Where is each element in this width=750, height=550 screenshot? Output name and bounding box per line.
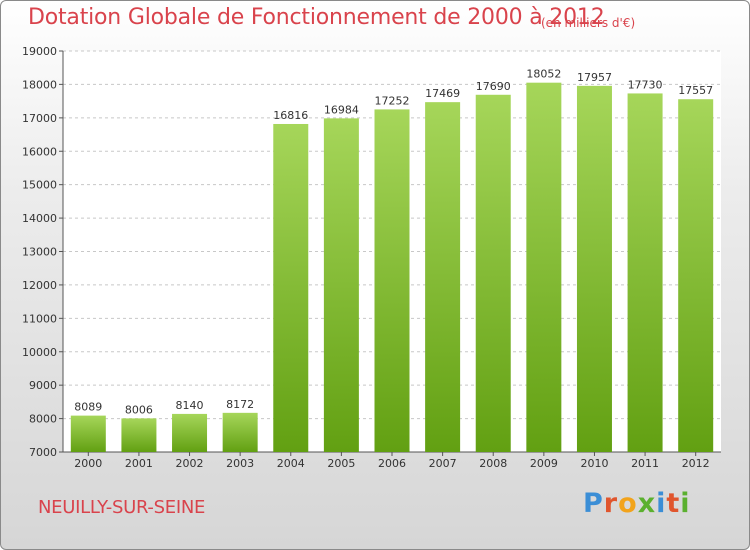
logo-letter: t xyxy=(666,488,681,519)
x-tick-label-2011: 2011 xyxy=(631,457,659,470)
y-tick-label: 10000 xyxy=(22,346,57,359)
data-label-2001: 8006 xyxy=(125,403,153,416)
data-label-2005: 16984 xyxy=(324,103,359,116)
data-label-2004: 16816 xyxy=(273,109,308,122)
x-tick-label-2010: 2010 xyxy=(580,457,608,470)
chart-title: Dotation Globale de Fonctionnement de 20… xyxy=(28,5,605,30)
bar-2012 xyxy=(678,99,714,453)
y-tick-label: 13000 xyxy=(22,246,57,259)
y-tick-label: 9000 xyxy=(29,379,57,392)
x-tick-label-2004: 2004 xyxy=(277,457,305,470)
data-label-2010: 17957 xyxy=(577,71,612,84)
x-tick-label-2003: 2003 xyxy=(226,457,254,470)
data-label-2000: 8089 xyxy=(74,401,102,414)
x-tick-label-2001: 2001 xyxy=(125,457,153,470)
x-tick-label-2007: 2007 xyxy=(429,457,457,470)
logo-letter: x xyxy=(637,488,657,519)
x-tick-label-2005: 2005 xyxy=(327,457,355,470)
x-tick-label-2012: 2012 xyxy=(682,457,710,470)
y-tick-label: 19000 xyxy=(22,45,57,58)
city-name: NEUILLY-SUR-SEINE xyxy=(38,497,206,518)
data-label-2006: 17252 xyxy=(375,94,410,107)
y-tick-label: 8000 xyxy=(29,413,57,426)
bar-2002 xyxy=(172,413,208,452)
logo-letter: i xyxy=(680,488,691,519)
x-tick-label-2009: 2009 xyxy=(530,457,558,470)
y-tick-label: 17000 xyxy=(22,112,57,125)
x-tick-label-2002: 2002 xyxy=(176,457,204,470)
bar-2005 xyxy=(323,118,359,453)
bar-2009 xyxy=(526,82,562,452)
y-tick-label: 18000 xyxy=(22,78,57,91)
logo-letter: r xyxy=(603,488,619,519)
x-tick-label-2006: 2006 xyxy=(378,457,406,470)
y-tick-label: 14000 xyxy=(22,212,57,225)
data-label-2012: 17557 xyxy=(678,84,713,97)
data-label-2009: 18052 xyxy=(526,68,561,81)
logo-letter: o xyxy=(618,488,638,519)
data-label-2008: 17690 xyxy=(476,80,511,93)
proxiti-logo: Proxiti xyxy=(583,488,691,519)
chart-subtitle: (en milliers d'€) xyxy=(541,16,636,30)
bar-2006 xyxy=(374,109,410,453)
bar-2000 xyxy=(70,415,106,452)
bar-2001 xyxy=(121,418,157,452)
x-tick-label-2000: 2000 xyxy=(74,457,102,470)
x-tick-label-2008: 2008 xyxy=(479,457,507,470)
bar-2007 xyxy=(425,102,461,452)
y-tick-label: 15000 xyxy=(22,179,57,192)
bar-2003 xyxy=(222,412,258,452)
y-tick-label: 7000 xyxy=(29,446,57,459)
data-label-2003: 8172 xyxy=(226,398,254,411)
y-tick-label: 16000 xyxy=(22,145,57,158)
bar-2008 xyxy=(475,94,511,453)
data-label-2002: 8140 xyxy=(176,399,204,412)
data-label-2007: 17469 xyxy=(425,87,460,100)
y-tick-label: 11000 xyxy=(22,312,57,325)
bar-2004 xyxy=(273,123,309,453)
data-label-2011: 17730 xyxy=(628,78,663,91)
logo-letter: i xyxy=(656,488,667,519)
logo-letter: P xyxy=(583,488,604,519)
bar-2011 xyxy=(627,93,663,453)
bar-2010 xyxy=(576,85,612,453)
y-tick-label: 12000 xyxy=(22,279,57,292)
